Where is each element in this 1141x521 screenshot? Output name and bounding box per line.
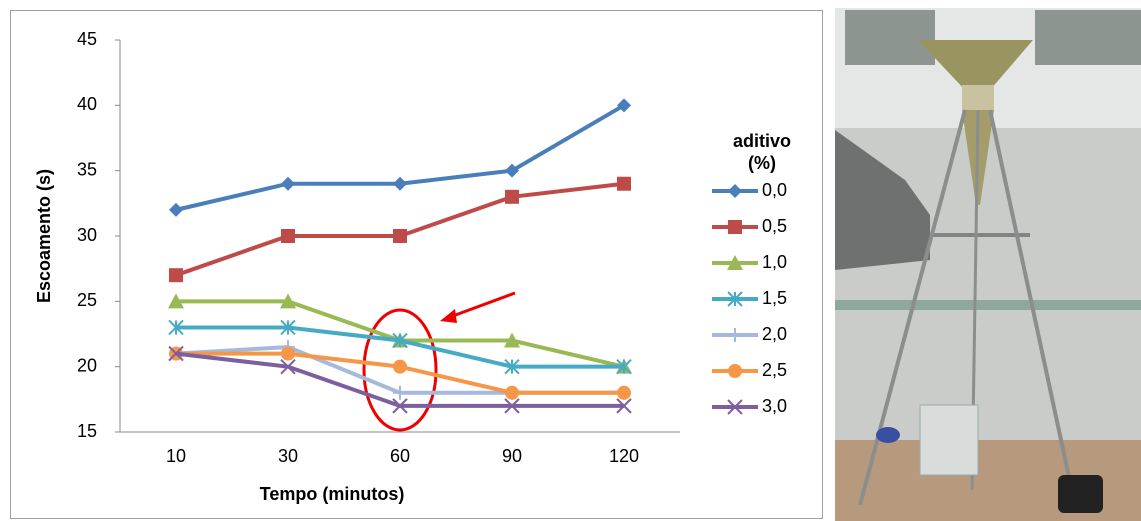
x-tick-label: 30 (278, 446, 298, 466)
marker (504, 358, 520, 375)
marker (169, 202, 183, 217)
marker (280, 293, 296, 309)
marker (617, 98, 631, 113)
marker (392, 332, 408, 349)
marker (281, 176, 295, 191)
marker (168, 293, 184, 309)
marker (505, 163, 519, 178)
marker (617, 385, 631, 400)
x-tick-label: 60 (390, 446, 410, 466)
marker (728, 220, 742, 234)
marker (616, 398, 632, 414)
chart-frame (10, 10, 823, 519)
y-tick-label: 35 (77, 159, 97, 179)
x-tick-label: 90 (502, 446, 522, 466)
y-axis-title: Escoamento (s) (34, 169, 54, 303)
y-tick-label: 20 (77, 355, 97, 375)
x-axis-title: Tempo (minutos) (260, 484, 405, 504)
marker (505, 189, 519, 204)
marker (168, 319, 184, 336)
marker (281, 346, 295, 361)
marker (727, 399, 743, 415)
marker (727, 255, 743, 270)
legend-label: 2,0 (762, 324, 787, 344)
marker (393, 385, 407, 400)
y-tick-label: 15 (77, 421, 97, 441)
legend-label: 1,0 (762, 252, 787, 272)
arrow (449, 291, 516, 319)
legend-label: 3,0 (762, 396, 787, 416)
y-tick-label: 45 (77, 29, 97, 49)
legend-label: 0,5 (762, 216, 787, 236)
y-tick-label: 30 (77, 225, 97, 245)
legend-label: 0,0 (762, 180, 787, 200)
legend-label: 1,5 (762, 288, 787, 308)
marker (727, 291, 743, 307)
marker (393, 359, 407, 374)
highlight-ellipse (362, 308, 438, 432)
marker (280, 319, 296, 336)
marker (728, 184, 742, 198)
x-tick-label: 10 (166, 446, 186, 466)
marker (281, 229, 295, 243)
marker (728, 328, 742, 342)
marker (617, 176, 631, 191)
x-tick-label: 120 (609, 446, 639, 466)
marker (169, 268, 183, 283)
y-tick-label: 25 (77, 290, 97, 310)
marker (392, 398, 408, 414)
marker (504, 332, 520, 348)
legend-label: 2,5 (762, 360, 787, 380)
marker (280, 358, 296, 375)
marker (504, 398, 520, 414)
marker (728, 364, 742, 378)
photo (835, 8, 1141, 521)
marker (616, 358, 632, 375)
y-tick-label: 40 (77, 94, 97, 114)
marker (505, 385, 519, 400)
legend-title: aditivo (%) (732, 131, 791, 173)
marker (393, 229, 407, 243)
marker (393, 176, 407, 191)
arrow-head (440, 309, 457, 323)
marker (168, 345, 184, 362)
